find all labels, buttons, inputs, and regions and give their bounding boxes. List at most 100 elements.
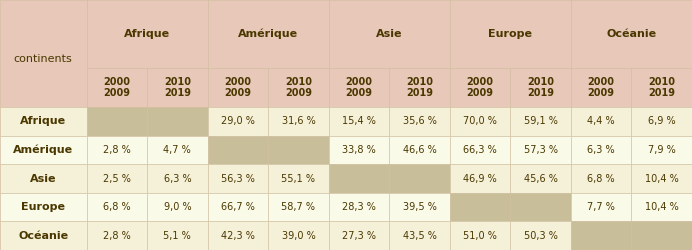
Bar — [450, 0, 571, 68]
Text: Océanie: Océanie — [18, 231, 69, 241]
Bar — [511, 164, 571, 193]
Bar — [450, 107, 511, 136]
Text: 59,1 %: 59,1 % — [524, 116, 558, 126]
Bar — [0, 222, 86, 250]
Text: 66,3 %: 66,3 % — [463, 145, 497, 155]
Bar — [631, 107, 692, 136]
Bar — [571, 136, 632, 164]
Text: 2000
2009: 2000 2009 — [588, 77, 614, 98]
Bar — [208, 107, 268, 136]
Bar — [511, 193, 571, 222]
Bar — [631, 193, 692, 222]
Bar — [571, 193, 632, 222]
Text: 10,4 %: 10,4 % — [645, 202, 679, 212]
Bar — [450, 136, 511, 164]
Text: 43,5 %: 43,5 % — [403, 231, 437, 241]
Bar — [147, 136, 208, 164]
Bar — [389, 164, 450, 193]
Text: 29,0 %: 29,0 % — [221, 116, 255, 126]
Bar — [147, 193, 208, 222]
Bar — [571, 222, 632, 250]
Bar — [631, 136, 692, 164]
Bar — [268, 136, 329, 164]
Text: 51,0 %: 51,0 % — [463, 231, 497, 241]
Text: 4,7 %: 4,7 % — [163, 145, 191, 155]
Bar — [571, 164, 632, 193]
Text: 56,3 %: 56,3 % — [221, 174, 255, 184]
Bar — [86, 164, 147, 193]
Bar — [571, 0, 692, 68]
Bar — [0, 164, 86, 193]
Bar — [450, 68, 511, 107]
Bar — [268, 222, 329, 250]
Text: 55,1 %: 55,1 % — [282, 174, 316, 184]
Bar — [147, 222, 208, 250]
Bar — [86, 193, 147, 222]
Text: 45,6 %: 45,6 % — [524, 174, 558, 184]
Text: Europe: Europe — [489, 29, 532, 39]
Text: 7,7 %: 7,7 % — [588, 202, 615, 212]
Text: 39,0 %: 39,0 % — [282, 231, 316, 241]
Bar — [208, 193, 268, 222]
Text: 28,3 %: 28,3 % — [342, 202, 376, 212]
Bar — [147, 164, 208, 193]
Bar — [329, 68, 389, 107]
Bar — [268, 164, 329, 193]
Text: 31,6 %: 31,6 % — [282, 116, 316, 126]
Text: 5,1 %: 5,1 % — [163, 231, 191, 241]
Text: 10,4 %: 10,4 % — [645, 174, 679, 184]
Text: 6,3 %: 6,3 % — [163, 174, 191, 184]
Text: 6,8 %: 6,8 % — [103, 202, 131, 212]
Bar — [389, 107, 450, 136]
Text: 2000
2009: 2000 2009 — [224, 77, 251, 98]
Bar — [208, 222, 268, 250]
Bar — [329, 136, 389, 164]
Text: 2,5 %: 2,5 % — [103, 174, 131, 184]
Bar — [631, 222, 692, 250]
Bar — [147, 107, 208, 136]
Bar — [389, 136, 450, 164]
Text: Océanie: Océanie — [606, 29, 657, 39]
Text: 2,8 %: 2,8 % — [103, 145, 131, 155]
Text: 46,6 %: 46,6 % — [403, 145, 437, 155]
Text: Amérique: Amérique — [238, 29, 298, 39]
Bar — [511, 68, 571, 107]
Bar — [631, 164, 692, 193]
Text: 2010
2019: 2010 2019 — [406, 77, 433, 98]
Text: 6,3 %: 6,3 % — [588, 145, 615, 155]
Text: 27,3 %: 27,3 % — [342, 231, 376, 241]
Text: 2,8 %: 2,8 % — [103, 231, 131, 241]
Text: Europe: Europe — [21, 202, 65, 212]
Text: 57,3 %: 57,3 % — [524, 145, 558, 155]
Text: 2000
2009: 2000 2009 — [345, 77, 372, 98]
Bar — [147, 68, 208, 107]
Bar — [86, 136, 147, 164]
Text: 2010
2019: 2010 2019 — [648, 77, 675, 98]
Text: 2010
2009: 2010 2009 — [285, 77, 312, 98]
Bar — [389, 222, 450, 250]
Bar — [329, 107, 389, 136]
Bar — [268, 193, 329, 222]
Text: Afrique: Afrique — [20, 116, 66, 126]
Bar — [268, 107, 329, 136]
Bar — [0, 193, 86, 222]
Bar — [450, 164, 511, 193]
Bar — [86, 0, 208, 68]
Text: 2010
2019: 2010 2019 — [527, 77, 554, 98]
Bar — [86, 68, 147, 107]
Bar — [329, 0, 450, 68]
Text: 66,7 %: 66,7 % — [221, 202, 255, 212]
Text: 7,9 %: 7,9 % — [648, 145, 675, 155]
Bar — [268, 68, 329, 107]
Bar — [0, 136, 86, 164]
Bar — [571, 107, 632, 136]
Bar — [571, 68, 632, 107]
Text: 42,3 %: 42,3 % — [221, 231, 255, 241]
Text: Asie: Asie — [376, 29, 403, 39]
Text: 6,8 %: 6,8 % — [588, 174, 615, 184]
Text: 58,7 %: 58,7 % — [282, 202, 316, 212]
Text: 33,8 %: 33,8 % — [342, 145, 376, 155]
Bar — [0, 0, 86, 107]
Text: 15,4 %: 15,4 % — [342, 116, 376, 126]
Text: 2010
2019: 2010 2019 — [164, 77, 191, 98]
